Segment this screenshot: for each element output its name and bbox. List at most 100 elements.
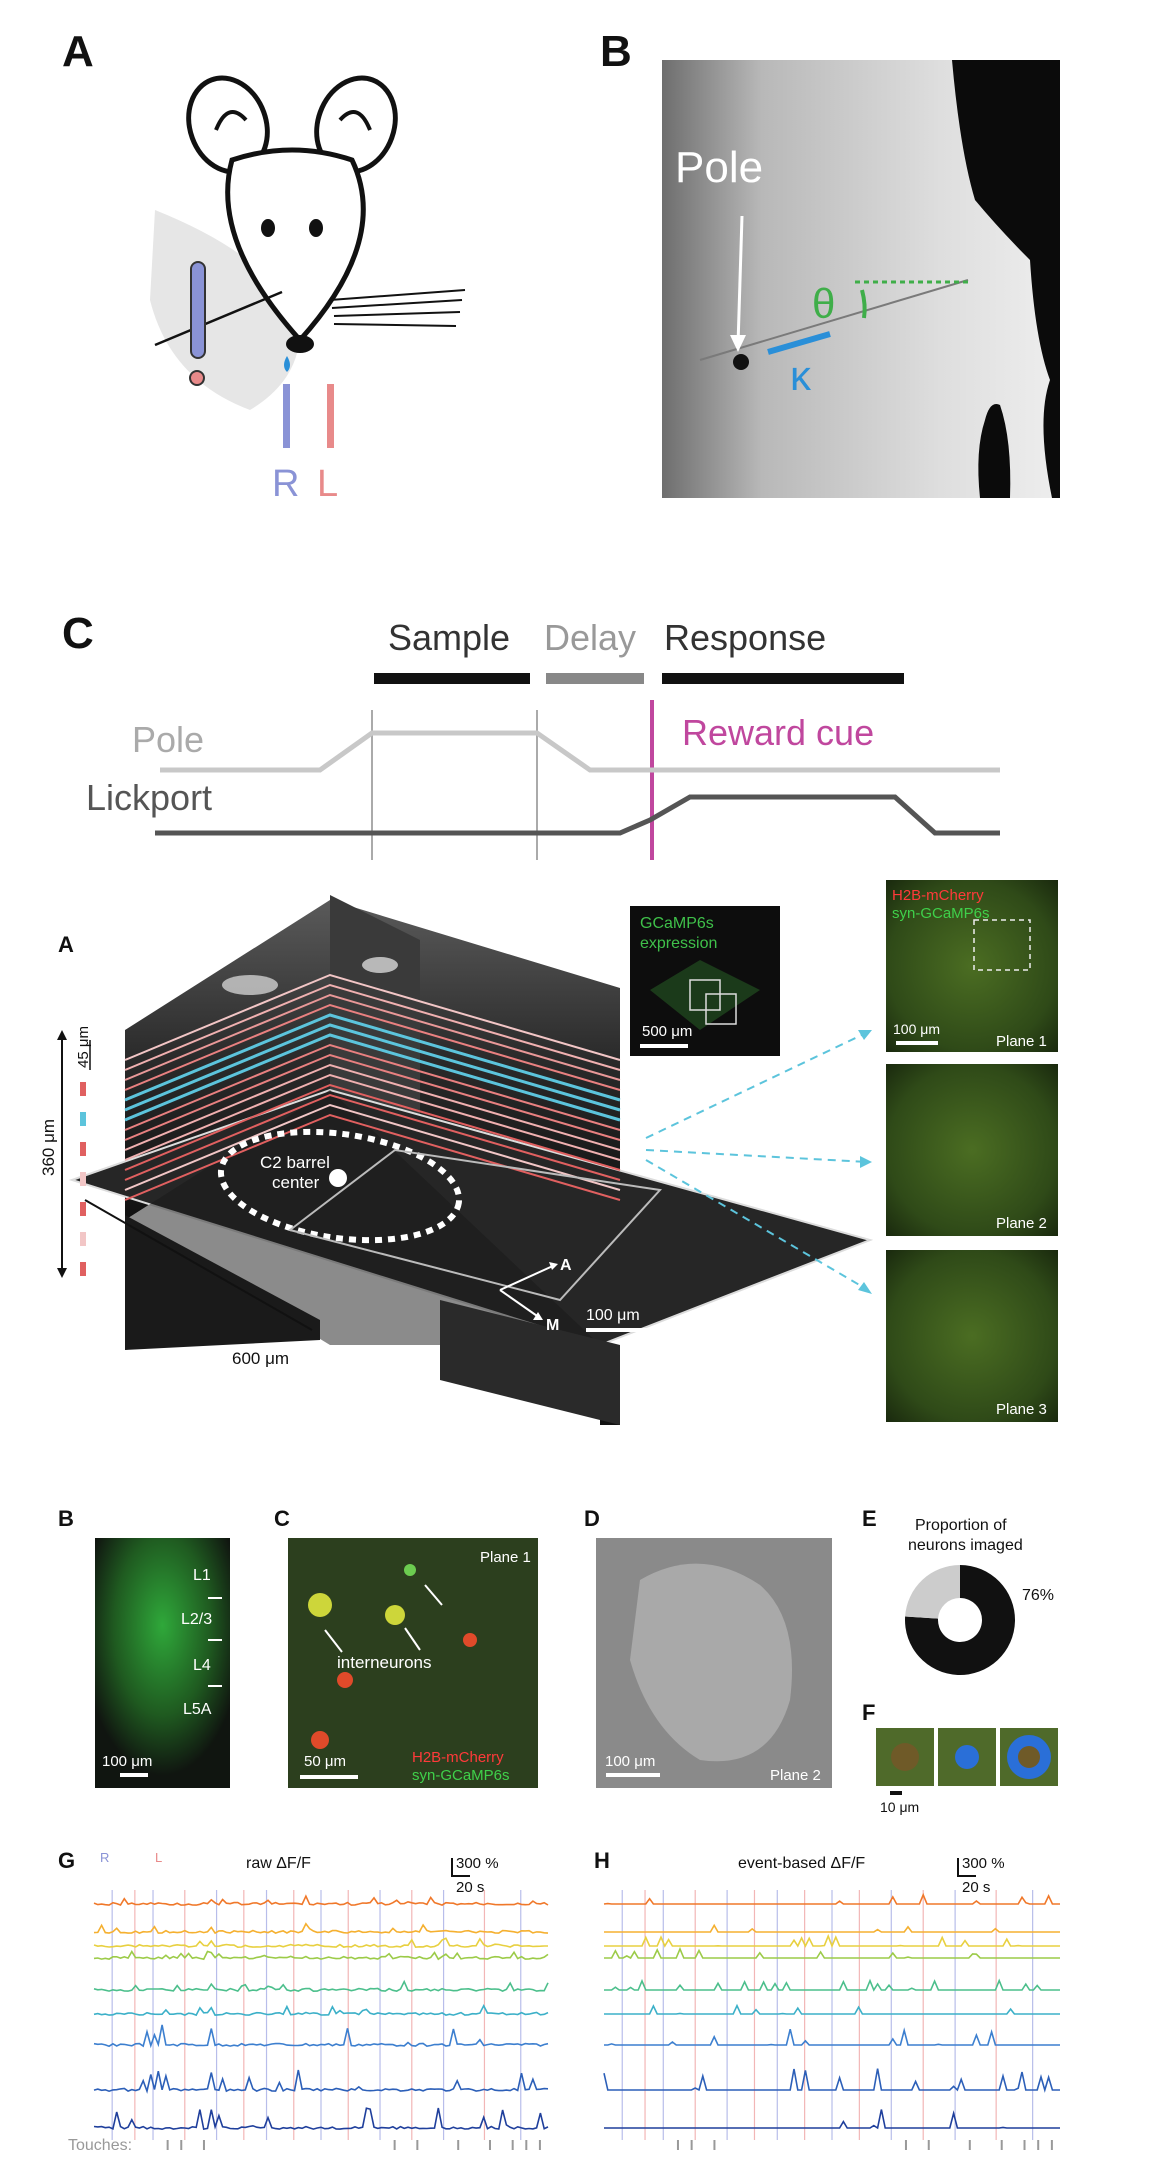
touch-tick (676, 2140, 679, 2150)
panel-b-label: B (600, 27, 632, 76)
mouse-head (225, 147, 366, 344)
touch-tick (690, 2140, 693, 2150)
mouse-face-silhouette (952, 60, 1060, 498)
h-scale-x: 20 s (962, 1879, 990, 1896)
e-title-line1: Proportion of (915, 1517, 1007, 1534)
whisker-left (154, 290, 283, 347)
layer-l23: L2/3 (181, 1611, 212, 1628)
layer-l1: L1 (193, 1567, 211, 1584)
plane1-scale-label: 100 μm (893, 1021, 940, 1037)
depth-360-label: 360 μm (39, 1119, 58, 1176)
dff-trace (93, 1894, 549, 1906)
cortex-section-image: L1 L2/3 L4 L5A 100 μm (95, 1538, 230, 1788)
axis-a-label: A (560, 1257, 572, 1274)
c-plane-label: Plane 1 (480, 1549, 531, 1566)
panel-c-label: C (62, 609, 94, 658)
imaging-plane-lines (124, 973, 621, 1201)
h-title: event-based ΔF/F (738, 1855, 865, 1872)
pole-trace (160, 730, 1000, 773)
donut-not-imaged-slice (905, 1565, 960, 1619)
pole-dot (733, 354, 749, 370)
kappa-segment (767, 331, 831, 355)
c2-barrel-center-dot (329, 1169, 347, 1187)
dff-trace (604, 2109, 1060, 2130)
touch-tick (525, 2140, 528, 2150)
delay-epoch-bar (546, 673, 644, 684)
inset-label-line2: expression (640, 935, 717, 952)
plane2-label: Plane 2 (996, 1215, 1047, 1232)
plane1-label: Plane 1 (996, 1033, 1047, 1050)
depth-45-label: 45 μm (75, 1026, 92, 1068)
proportion-donut-chart: Proportion of neurons imaged 76% (905, 1517, 1054, 1675)
touch-tick (1050, 2140, 1053, 2150)
panel-g-label: G (58, 1848, 75, 1873)
panel-a2-label: A (58, 932, 74, 957)
gcamp-expression-inset: GCaMP6s expression 500 μm (630, 906, 780, 1056)
c-green-label: syn-GCaMP6s (412, 1767, 510, 1784)
dff-trace (604, 1923, 1060, 1933)
pole-anterior (189, 370, 205, 386)
touch-tick (1000, 2140, 1003, 2150)
reward-cue-label: Reward cue (682, 712, 874, 753)
whisker-video-frame: Pole κ θ (662, 60, 1060, 498)
g-r-marker: R (100, 1850, 109, 1865)
f-scale-label: 10 μm (880, 1799, 919, 1815)
g-l-marker: L (155, 1850, 162, 1865)
dff-trace (93, 2024, 549, 2049)
inset-label-line1: GCaMP6s (640, 915, 714, 932)
left-eye (261, 219, 275, 237)
response-label: Response (664, 617, 826, 658)
c2-barrel-outline (217, 1128, 463, 1244)
interneurons-label: interneurons (337, 1653, 432, 1672)
touch-tick (180, 2140, 183, 2150)
dff-trace (93, 1979, 549, 1993)
pole-posterior (190, 261, 206, 359)
inset-scale-label: 500 μm (642, 1023, 692, 1040)
dff-trace (604, 2027, 1060, 2046)
panel-a-label: A (62, 27, 94, 76)
lickport-right (283, 384, 290, 448)
theta-label: θ (812, 280, 835, 327)
lickport-r-label: R (272, 463, 299, 505)
imaging-volume-3d: C2 barrel center A M 100 μm 360 μm 45 μm… (39, 895, 874, 1425)
touch-tick (488, 2140, 491, 2150)
plane-3-image: Plane 3 (886, 1250, 1058, 1422)
d-scale-label: 100 μm (605, 1753, 655, 1770)
plane1-zoom-image: Plane 1 interneurons 50 μm H2B-mCherry s… (288, 1538, 538, 1788)
mouse-head-diagram: R L (150, 75, 466, 505)
raw-dff-traces: R L raw ΔF/F 300 % 20 s Touches: (68, 1850, 549, 2154)
whisker-line (699, 279, 969, 361)
trial-structure-diagram: Sample Delay Response Reward cue Pole Li… (86, 617, 1000, 860)
response-epoch-bar (662, 673, 904, 684)
donut-imaged-slice (905, 1564, 1015, 1675)
axis-m-label: M (546, 1317, 559, 1334)
barrel-label-line2: center (272, 1173, 320, 1192)
h-scale-y: 300 % (962, 1855, 1005, 1872)
event-based-dff-traces: event-based ΔF/F 300 % 20 s (603, 1855, 1060, 2150)
g-title: raw ΔF/F (246, 1855, 311, 1872)
pole-label: Pole (675, 143, 763, 192)
touch-tick (393, 2140, 396, 2150)
width-600-label: 600 μm (232, 1349, 289, 1368)
g-scale-x: 20 s (456, 1879, 484, 1896)
panel-b2-label: B (58, 1506, 74, 1531)
water-drop (284, 356, 290, 372)
lickport-trace-label: Lickport (86, 777, 212, 818)
d-plane-label: Plane 2 (770, 1767, 821, 1784)
c-red-label: H2B-mCherry (412, 1749, 504, 1766)
touch-tick (713, 2140, 716, 2150)
dff-trace (604, 1933, 1060, 1949)
plane-1-image: H2B-mCherry syn-GCaMP6s 100 μm Plane 1 (886, 880, 1058, 1052)
delay-label: Delay (544, 617, 636, 658)
dff-trace (603, 1892, 1060, 1905)
dff-trace (604, 1978, 1060, 1992)
lickport-left (327, 384, 334, 448)
dff-trace (93, 1937, 548, 1949)
segmented-rois-image: 100 μm Plane 2 (596, 1538, 832, 1788)
plane1-red-label: H2B-mCherry (892, 887, 984, 904)
c-scale-label: 50 μm (304, 1753, 346, 1770)
kappa-label: κ (790, 352, 812, 399)
touch-tick (1037, 2140, 1040, 2150)
lickport-trace (155, 794, 1000, 836)
